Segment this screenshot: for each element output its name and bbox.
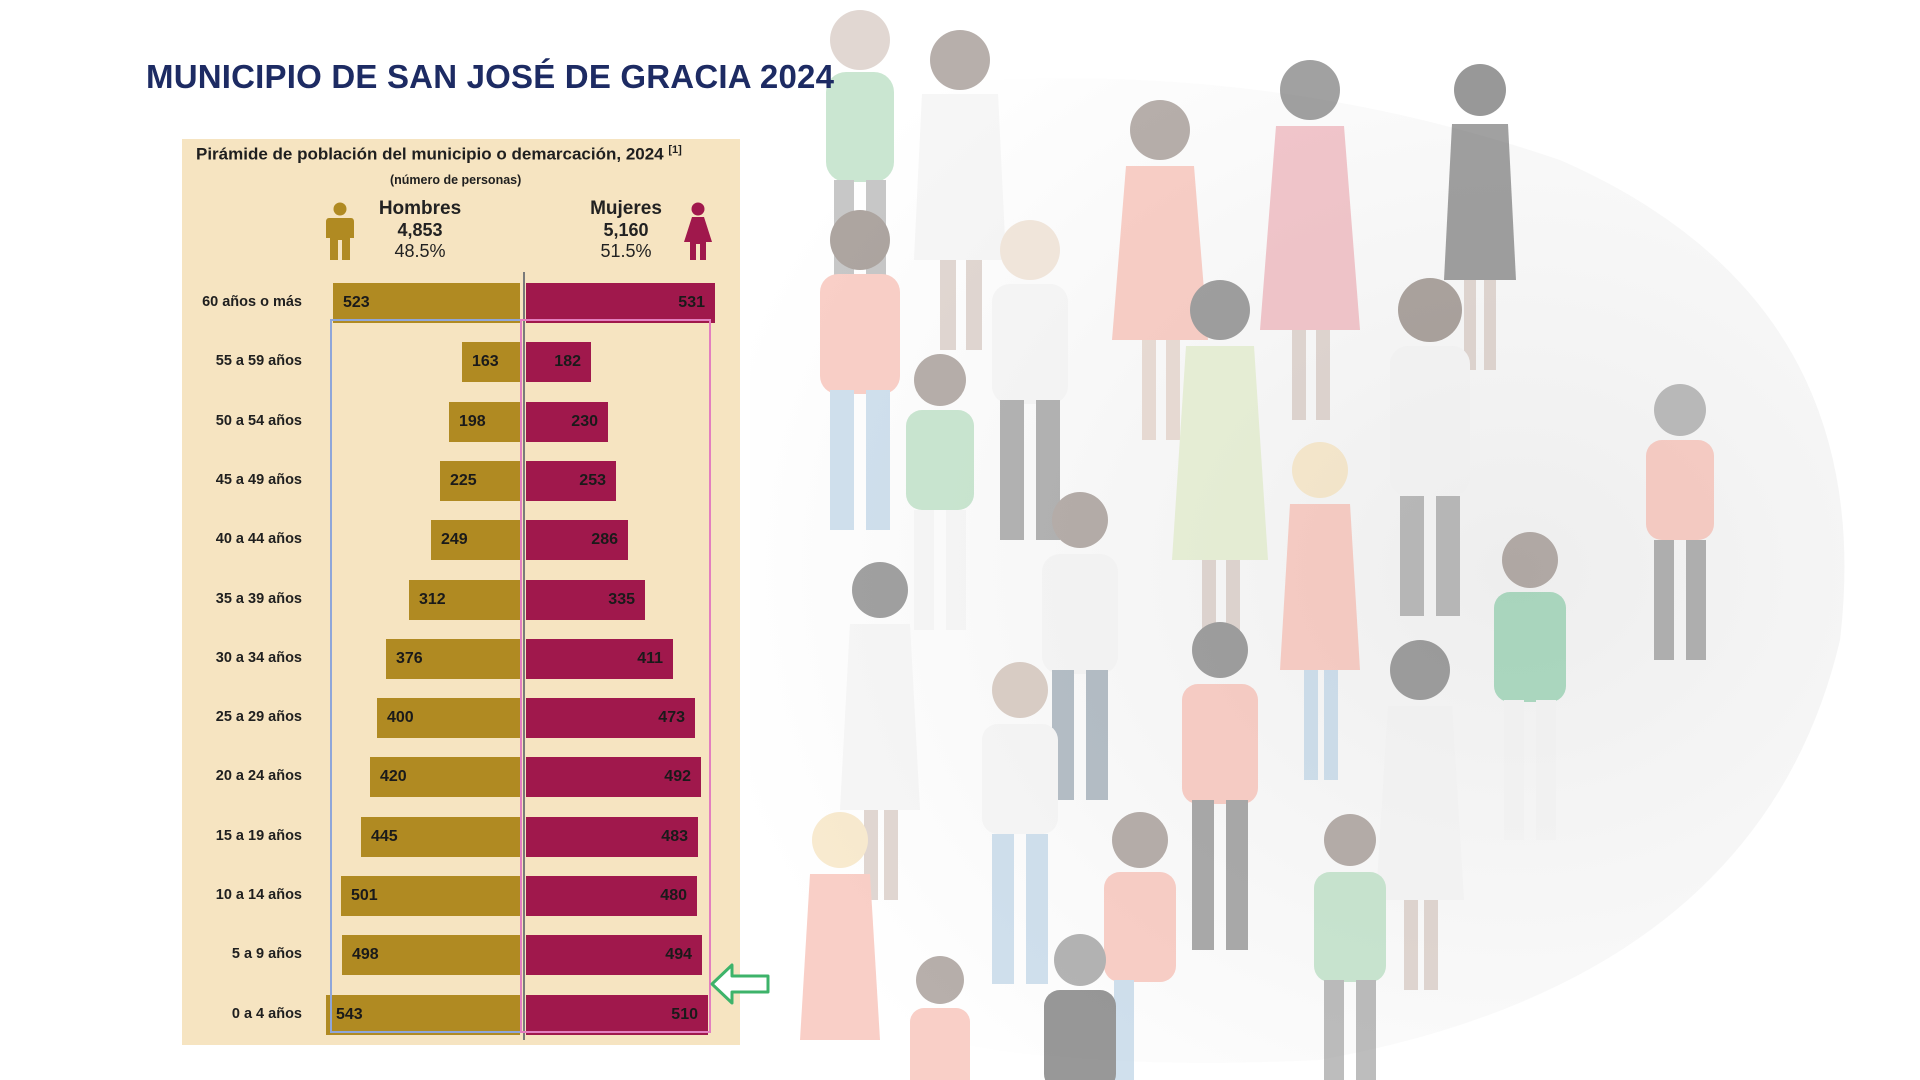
age-label: 5 a 9 años <box>231 946 302 962</box>
bar-women <box>526 283 715 323</box>
bar-men <box>370 757 520 797</box>
bar-women <box>526 876 697 916</box>
value-label-men: 523 <box>343 294 370 311</box>
value-label-women: 411 <box>637 650 663 667</box>
bar-men <box>440 461 520 501</box>
legend-men-percent: 48.5% <box>394 241 446 261</box>
bar-men <box>377 698 520 738</box>
value-label-men: 420 <box>380 768 407 785</box>
legend-men: Hombres 4,853 48.5% <box>372 198 468 262</box>
bar-men <box>409 580 520 620</box>
value-label-men: 498 <box>352 946 379 963</box>
value-label-men: 543 <box>336 1006 363 1023</box>
bar-women <box>526 402 608 442</box>
legend-men-total: 4,853 <box>397 220 443 240</box>
age-label: 35 a 39 años <box>215 591 302 607</box>
value-label-men: 249 <box>441 531 468 548</box>
bar-men <box>341 876 520 916</box>
man-icon <box>326 202 354 260</box>
value-label-women: 494 <box>665 946 692 963</box>
age-label: 10 a 14 años <box>215 887 302 903</box>
chart-title-text: Pirámide de población del municipio o de… <box>196 144 664 164</box>
bar-men <box>342 935 520 975</box>
age-label: 40 a 44 años <box>215 531 302 547</box>
bar-women <box>526 935 702 975</box>
value-label-women: 492 <box>664 768 691 785</box>
bar-women <box>526 639 673 679</box>
value-label-women: 510 <box>671 1006 698 1023</box>
legend-women-percent: 51.5% <box>600 241 652 261</box>
age-label: 60 años o más <box>202 294 302 310</box>
bar-men <box>361 817 520 857</box>
value-label-women: 483 <box>661 828 688 845</box>
bar-women <box>526 342 591 382</box>
value-label-women: 480 <box>660 887 687 904</box>
age-label: 55 a 59 años <box>215 353 302 369</box>
age-label: 15 a 19 años <box>215 828 302 844</box>
age-label: 50 a 54 años <box>215 413 302 429</box>
bar-women <box>526 817 698 857</box>
value-label-men: 198 <box>459 413 486 430</box>
legend-women: Mujeres 5,160 51.5% <box>578 198 674 262</box>
bar-women <box>526 698 695 738</box>
bar-women <box>526 461 616 501</box>
value-label-women: 230 <box>571 413 598 430</box>
value-label-men: 400 <box>387 709 414 726</box>
chart-title-note: [1] <box>668 144 682 156</box>
value-label-men: 163 <box>472 353 499 370</box>
value-label-men: 312 <box>419 591 446 608</box>
age-label: 0 a 4 años <box>231 1006 302 1022</box>
woman-icon <box>684 202 712 260</box>
legend-women-total: 5,160 <box>603 220 649 240</box>
value-label-women: 286 <box>591 531 618 548</box>
highlight-box-men <box>330 319 522 1033</box>
chart-subtitle: (número de personas) <box>390 173 522 187</box>
bar-men <box>386 639 520 679</box>
value-label-men: 501 <box>351 887 378 904</box>
bar-women <box>526 520 628 560</box>
age-label: 45 a 49 años <box>215 472 302 488</box>
value-label-women: 473 <box>658 709 685 726</box>
value-label-women: 531 <box>678 294 705 311</box>
bar-women <box>526 757 701 797</box>
age-label: 30 a 34 años <box>215 650 302 666</box>
value-label-men: 225 <box>450 472 477 489</box>
legend-men-label: Hombres <box>378 198 462 219</box>
bar-men <box>462 342 520 382</box>
bar-men <box>326 995 520 1035</box>
highlight-box-women <box>520 319 711 1033</box>
page-title: MUNICIPIO DE SAN JOSÉ DE GRACIA 2024 <box>146 58 835 95</box>
chart-title: Pirámide de población del municipio o de… <box>196 144 936 165</box>
value-label-men: 445 <box>371 828 398 845</box>
bar-women <box>526 995 708 1035</box>
bar-women <box>526 580 645 620</box>
title-backdrop <box>120 44 790 108</box>
center-axis <box>523 272 525 1040</box>
bar-men <box>449 402 520 442</box>
bar-men <box>333 283 520 323</box>
value-label-men: 376 <box>396 650 423 667</box>
value-label-women: 253 <box>579 472 606 489</box>
left-arrow-icon <box>710 963 770 1005</box>
bar-men <box>431 520 520 560</box>
value-label-women: 335 <box>608 591 635 608</box>
age-label: 25 a 29 años <box>215 709 302 725</box>
age-label: 20 a 24 años <box>215 768 302 784</box>
value-label-women: 182 <box>554 353 581 370</box>
legend-women-label: Mujeres <box>590 198 662 219</box>
